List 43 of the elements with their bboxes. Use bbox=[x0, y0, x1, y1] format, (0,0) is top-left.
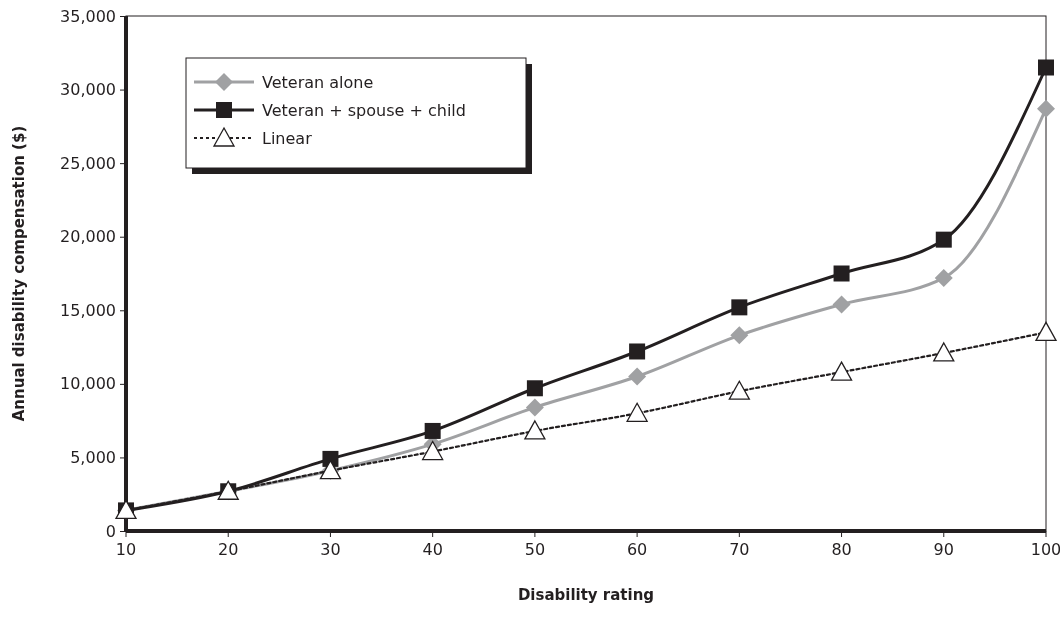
x-tick-label: 40 bbox=[422, 540, 443, 559]
point bbox=[731, 299, 748, 316]
point bbox=[832, 295, 851, 314]
point bbox=[1035, 321, 1057, 342]
x-tick-label: 60 bbox=[626, 540, 648, 559]
y-tick-label: 20,000 bbox=[60, 227, 116, 247]
point bbox=[728, 380, 750, 400]
x-tick-label: 30 bbox=[320, 540, 341, 559]
point bbox=[935, 231, 952, 248]
point bbox=[830, 361, 853, 381]
point bbox=[730, 326, 749, 345]
x-tick-label: 100 bbox=[1030, 540, 1060, 559]
y-tick-label: 30,000 bbox=[60, 80, 116, 100]
x-tick-label: 70 bbox=[729, 540, 750, 559]
y-tick-label: 10,000 bbox=[60, 374, 116, 394]
point bbox=[934, 268, 953, 287]
point bbox=[422, 440, 444, 461]
x-tick-label: 80 bbox=[831, 540, 852, 559]
point bbox=[833, 265, 850, 282]
y-tick-label: 35,000 bbox=[60, 6, 116, 26]
legend-label: Linear bbox=[262, 128, 313, 148]
x-tick-label: 10 bbox=[115, 540, 137, 559]
y-tick-label: 5,000 bbox=[70, 448, 116, 468]
point bbox=[626, 402, 648, 422]
y-tick-label: 25,000 bbox=[60, 153, 116, 173]
point bbox=[628, 367, 647, 386]
x-tick-label: 50 bbox=[524, 540, 546, 559]
point bbox=[629, 343, 646, 360]
point bbox=[424, 422, 441, 439]
y-tick-label: 0 bbox=[105, 521, 116, 541]
x-tick-label: 20 bbox=[218, 540, 239, 559]
x-tick-label: 90 bbox=[933, 540, 954, 559]
x-axis-title: Disability rating bbox=[517, 586, 655, 604]
point bbox=[1037, 99, 1055, 118]
point bbox=[526, 380, 543, 397]
point bbox=[525, 398, 544, 417]
point bbox=[1038, 59, 1054, 76]
point bbox=[933, 342, 955, 362]
y-tick-label: 15,000 bbox=[60, 300, 116, 320]
y-axis-title: Annual disability compensation ($) bbox=[10, 125, 28, 422]
point bbox=[524, 420, 546, 440]
legend-label: Veteran + spouse + child bbox=[262, 100, 466, 120]
legend-label: Veteran alone bbox=[262, 72, 374, 92]
